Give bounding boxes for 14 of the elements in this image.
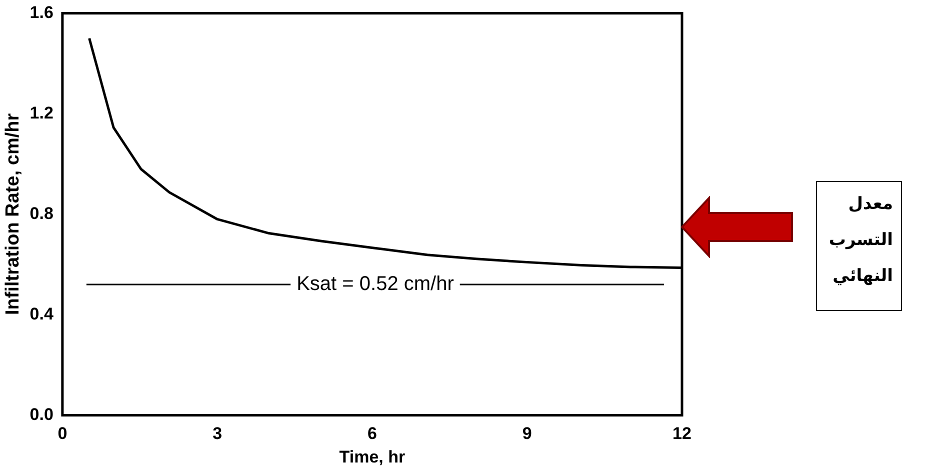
y-tick-label: 0.4 [30,304,54,324]
x-tick-label: 6 [367,424,377,444]
y-tick-label: 1.6 [30,2,54,22]
ref-line-label: Ksat = 0.52 cm/hr [296,273,454,296]
x-tick-label: 0 [58,424,68,444]
y-axis-title: Infiltration Rate, cm/hr [2,112,24,316]
x-tick-label: 3 [212,424,222,444]
y-tick-label: 1.2 [30,103,54,122]
x-tick-label: 12 [672,424,692,444]
text: معدل التسرب النهائي [828,193,893,288]
x-axis-title: Time, hr [339,447,406,466]
y-tick-label: 0.0 [30,404,54,424]
x-tick-label: 9 [522,424,532,444]
y-tick-label: 0.8 [30,204,54,223]
